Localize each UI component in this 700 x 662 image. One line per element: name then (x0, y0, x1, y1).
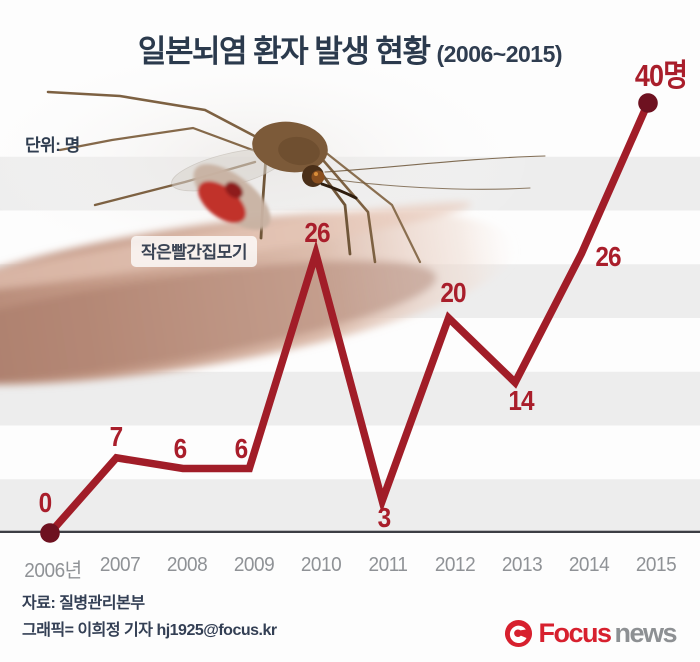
endpoint-dot-2015 (638, 93, 658, 113)
chart-header: 일본뇌염 환자 발생 현황 (2006~2015) (0, 26, 700, 71)
endpoint-dot-2006 (40, 523, 60, 543)
mosquito-blood (198, 181, 246, 223)
focus-news-logo: Focus news (504, 618, 677, 649)
credit-text: 그래픽= 이희정 기자 hj1925@focus.kr (22, 622, 277, 639)
axis-label-2013: 2013 (501, 554, 543, 576)
mosquito-proboscis (320, 182, 358, 200)
axis-label-2012: 2012 (434, 554, 476, 576)
footer: 자료: 질병관리본부 그래픽= 이희정 기자 hj1925@focus.kr (22, 596, 277, 639)
mosquito-antenna (324, 177, 531, 190)
mosquito-leg (46, 90, 264, 142)
mosquito-leg (318, 146, 422, 264)
axis-label-2011: 2011 (368, 554, 408, 576)
logo-text-focus: Focus (538, 618, 612, 648)
mosquito-leg (58, 126, 260, 154)
axis-label-2015: 2015 (635, 554, 677, 576)
axis-label-2014: 2014 (568, 554, 610, 576)
focus-swirl-icon (505, 619, 533, 648)
axis-label-2007: 2007 (99, 554, 141, 576)
unit-label: 단위: 명 (25, 136, 80, 155)
mosquito-antenna (324, 155, 546, 173)
title-period: (2006~2015) (436, 41, 563, 67)
axis-label-2009: 2009 (233, 554, 275, 576)
page-title: 일본뇌염 환자 발생 현황 (137, 34, 431, 69)
source-text: 자료: 질병관리본부 (22, 595, 145, 612)
axis-label-2010: 2010 (300, 554, 342, 576)
axis-label-2008: 2008 (166, 554, 208, 576)
stripe-band-0-5 (0, 479, 700, 533)
mosquito-caption: 작은빨간집모기 (131, 236, 257, 267)
x-axis-baseline (0, 530, 700, 533)
mosquito (46, 90, 546, 264)
data-line (47, 101, 652, 536)
axis-label-2006: 2006년 (24, 560, 82, 582)
logo-text-news: news (614, 618, 677, 648)
